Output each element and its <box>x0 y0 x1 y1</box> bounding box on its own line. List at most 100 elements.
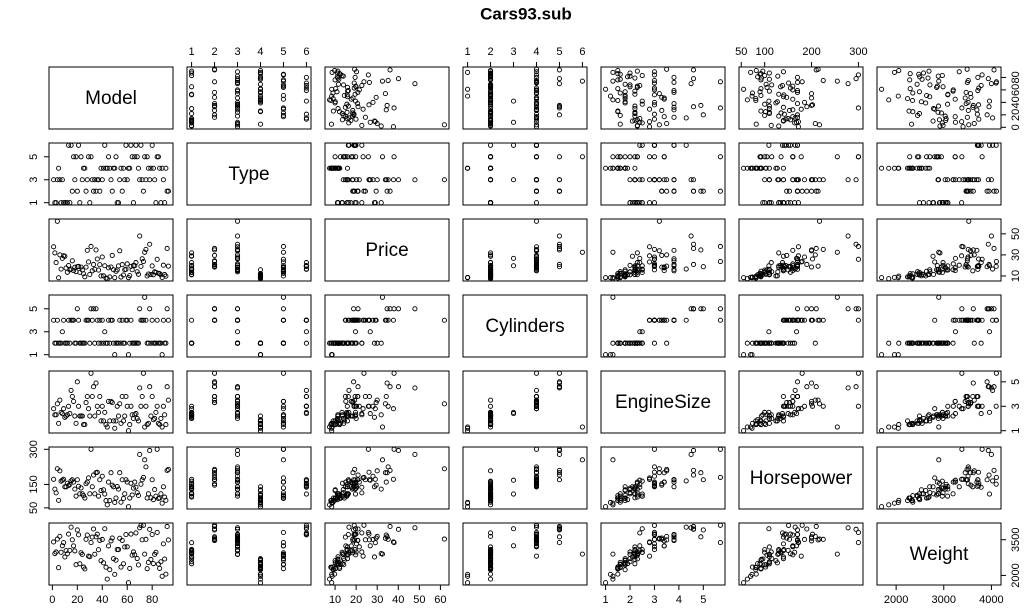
point <box>930 253 936 259</box>
point <box>986 142 993 148</box>
panel-frame <box>462 294 588 358</box>
point <box>776 340 782 346</box>
point <box>533 387 540 393</box>
panel-frame <box>876 218 1002 282</box>
point <box>809 403 816 409</box>
point <box>488 559 494 565</box>
point <box>361 188 367 194</box>
point <box>110 556 117 562</box>
point <box>753 68 759 74</box>
point <box>95 547 102 553</box>
point <box>135 340 141 346</box>
point <box>762 177 768 183</box>
point <box>56 340 62 346</box>
point <box>92 177 98 183</box>
point <box>766 559 772 565</box>
point <box>939 72 945 79</box>
point <box>970 188 976 194</box>
point <box>90 526 97 532</box>
point <box>808 538 815 544</box>
point <box>85 154 92 160</box>
point <box>942 113 948 119</box>
point <box>936 480 943 486</box>
point <box>970 177 976 183</box>
x-tick-label: 200 <box>802 46 820 58</box>
point <box>189 262 195 268</box>
point <box>637 200 643 206</box>
point <box>962 177 968 183</box>
point <box>54 177 60 183</box>
panel-frame <box>600 66 726 130</box>
point <box>637 82 643 89</box>
point <box>907 273 913 279</box>
point <box>533 72 540 78</box>
point <box>74 306 80 312</box>
point <box>790 96 796 102</box>
point <box>212 258 218 264</box>
point <box>766 142 772 148</box>
point <box>164 245 170 252</box>
point <box>778 110 784 116</box>
point <box>698 306 704 312</box>
point <box>145 420 151 426</box>
point <box>820 77 826 84</box>
variable-label: Weight <box>910 544 970 565</box>
point <box>150 561 156 567</box>
point <box>816 177 823 183</box>
point <box>124 479 130 485</box>
point <box>533 116 540 122</box>
point <box>952 317 958 323</box>
point <box>137 385 143 391</box>
panel <box>600 294 726 358</box>
point <box>109 482 115 488</box>
point <box>647 253 653 259</box>
point <box>651 142 657 148</box>
point <box>783 403 789 409</box>
point <box>212 89 218 95</box>
point <box>387 523 393 530</box>
point <box>212 477 218 483</box>
point <box>280 273 286 279</box>
point <box>69 537 75 543</box>
point <box>787 317 794 323</box>
point <box>690 104 697 110</box>
point <box>940 84 946 90</box>
point <box>634 269 640 275</box>
point <box>145 271 151 277</box>
point <box>879 504 885 510</box>
point <box>162 556 168 562</box>
point <box>744 576 750 582</box>
panel-frame <box>324 66 450 130</box>
point <box>664 188 670 194</box>
point <box>165 466 171 472</box>
point <box>964 477 970 483</box>
point <box>659 482 665 488</box>
point <box>991 384 997 390</box>
point <box>651 69 657 75</box>
point <box>118 564 124 570</box>
point <box>147 526 153 532</box>
point <box>779 340 786 346</box>
point <box>110 340 117 346</box>
point <box>108 264 114 270</box>
point <box>556 379 562 385</box>
point <box>794 317 801 323</box>
point <box>189 406 195 412</box>
point <box>533 188 540 194</box>
point <box>383 177 389 183</box>
point <box>334 559 340 565</box>
point <box>280 550 286 556</box>
point <box>333 86 339 92</box>
point <box>610 457 616 463</box>
point <box>787 117 794 123</box>
panel-frame <box>738 446 864 510</box>
point <box>773 340 779 346</box>
panel-frame <box>462 142 588 206</box>
point <box>234 493 241 499</box>
point <box>257 580 264 586</box>
point <box>741 352 747 358</box>
point <box>629 340 636 346</box>
point <box>212 94 218 100</box>
point <box>353 200 359 206</box>
point <box>108 538 114 544</box>
